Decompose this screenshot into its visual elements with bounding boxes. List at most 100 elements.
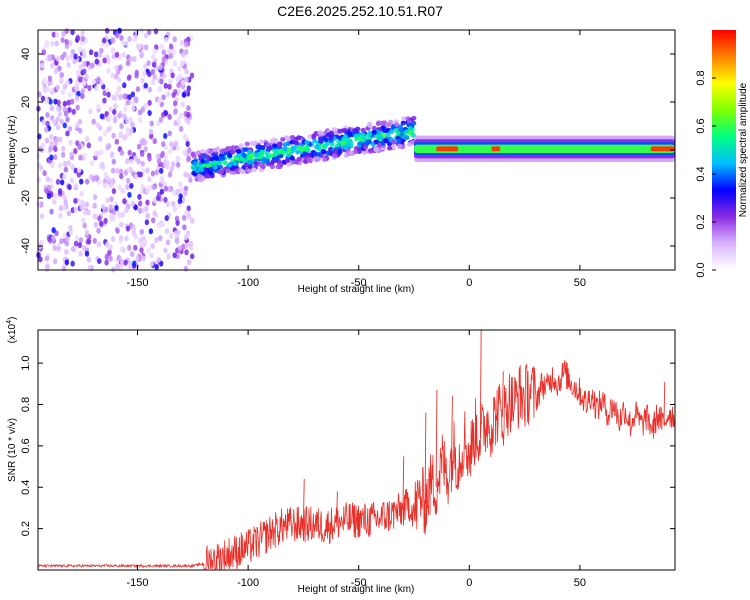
spectrogram-noise-blob <box>148 184 153 191</box>
spectrogram-noise-blob <box>66 61 71 68</box>
spectrogram-noise-blob <box>51 227 56 234</box>
spectrogram-noise-blob <box>110 37 115 44</box>
spectrogram-signal-blob <box>366 122 373 128</box>
spectrogram-noise-blob <box>116 85 122 92</box>
spectrogram-noise-blob <box>90 62 95 69</box>
spectrogram-noise-blob <box>80 29 85 36</box>
spectrogram-noise-blob <box>117 184 123 191</box>
spectrogram-steady-band <box>414 144 675 153</box>
spectrogram-noise-blob <box>51 31 57 38</box>
spectrogram-noise-blob <box>110 167 116 174</box>
spectrogram-noise-blob <box>160 178 165 185</box>
spectrogram-noise-blob <box>151 217 156 224</box>
spectrogram-noise-blob <box>176 188 181 195</box>
spectrogram-noise-blob <box>97 215 102 222</box>
spectrogram-signal-blob <box>337 149 343 155</box>
spectrogram-noise-blob <box>127 264 133 271</box>
spectrogram-signal-blob <box>238 143 244 149</box>
spectrogram-signal-blob <box>386 122 392 128</box>
spectrogram-noise-blob <box>56 124 61 131</box>
spectrogram-noise-blob <box>88 49 94 56</box>
spectrogram-signal-blob <box>212 147 218 153</box>
spectrogram-noise-blob <box>186 259 192 266</box>
spectrogram-noise-blob <box>57 188 63 195</box>
spectrogram-signal-blob <box>198 177 204 183</box>
spectrogram-noise-blob <box>156 256 162 263</box>
spectrogram-signal-blob <box>247 164 253 169</box>
spectrogram-noise-blob <box>39 201 44 208</box>
spectrogram-panel: -150 -100 -50 0 50 -40 -20 0 20 40 Height of str… <box>7 27 676 295</box>
spectrogram-noise-blob <box>59 238 64 245</box>
spectrogram-noise-blob <box>163 185 169 192</box>
spectrogram-noise-blob <box>62 83 68 90</box>
spectrogram-noise-blob <box>119 173 124 180</box>
spectrogram-noise-blob <box>66 160 72 167</box>
spectrogram-noise-blob <box>49 62 55 69</box>
spectrogram-noise-blob <box>104 259 109 266</box>
spectrogram-noise-blob <box>118 168 124 175</box>
spectrogram-noise-blob <box>180 187 185 194</box>
spectrogram-noise-blob <box>179 126 184 133</box>
spectrogram-x-tick-label: -100 <box>237 277 259 289</box>
spectrogram-noise-blob <box>184 68 189 75</box>
spectrogram-noise-blob <box>46 193 52 200</box>
spectrogram-noise-blob <box>102 57 107 64</box>
spectrogram-noise-blob <box>163 82 168 89</box>
spectrogram-noise-blob <box>112 117 118 124</box>
spectrogram-noise-blob <box>64 43 70 50</box>
snr-y-tick-label: 0.8 <box>20 397 32 412</box>
spectrogram-noise-blob <box>126 166 132 173</box>
spectrogram-noise-blob <box>183 190 188 197</box>
spectrogram-noise-blob <box>125 225 131 232</box>
spectrogram-noise-blob <box>119 35 124 42</box>
spectrogram-noise-blob <box>141 137 146 144</box>
spectrogram-signal-blob <box>289 139 295 145</box>
spectrogram-noise-blob <box>42 77 47 84</box>
spectrogram-noise-blob <box>48 177 54 184</box>
spectrogram-noise-blob <box>69 53 74 60</box>
spectrogram-signal-blob <box>384 128 390 134</box>
spectrogram-noise-blob <box>108 106 113 113</box>
spectrogram-noise-blob <box>36 176 42 183</box>
snr-y-tick-label: 0.2 <box>20 521 32 536</box>
spectrogram-noise-blob <box>55 55 61 62</box>
spectrogram-noise-blob <box>86 238 92 245</box>
spectrogram-noise-blob <box>173 120 178 127</box>
spectrogram-noise-blob <box>49 208 54 215</box>
spectrogram-noise-blob <box>176 82 181 89</box>
spectrogram-noise-blob <box>106 91 111 98</box>
spectrogram-noise-blob <box>137 109 143 116</box>
spectrogram-noise-blob <box>79 178 84 185</box>
spectrogram-noise-blob <box>118 235 124 242</box>
spectrogram-signal-blob <box>340 141 346 147</box>
spectrogram-signal-blob <box>409 139 416 145</box>
spectrogram-noise-blob <box>114 51 120 58</box>
spectrogram-noise-blob <box>167 171 173 178</box>
spectrogram-noise-blob <box>64 240 70 247</box>
spectrogram-noise-blob <box>40 142 45 149</box>
spectrogram-noise-blob <box>143 32 149 39</box>
spectrogram-noise-blob <box>171 161 176 168</box>
spectrogram-signal-blob <box>403 135 409 141</box>
spectrogram-noise-blob <box>140 184 146 191</box>
spectrogram-noise-blob <box>154 237 159 244</box>
spectrogram-noise-blob <box>67 106 72 113</box>
spectrogram-noise-blob <box>84 250 90 257</box>
spectrogram-noise-blob <box>144 219 150 226</box>
spectrogram-noise-blob <box>123 133 128 140</box>
spectrogram-noise-blob <box>117 212 122 219</box>
spectrogram-noise-blob <box>81 217 86 224</box>
spectrogram-noise-blob <box>176 116 181 123</box>
spectrogram-noise-blob <box>44 187 49 194</box>
spectrogram-noise-blob <box>122 198 127 205</box>
spectrogram-noise-blob <box>158 64 163 71</box>
spectrogram-noise-blob <box>181 51 186 58</box>
spectrogram-signal-blob <box>273 155 279 161</box>
spectrogram-signal-blob <box>398 127 404 133</box>
spectrogram-signal-blob <box>247 149 253 155</box>
spectrogram-signal-blob <box>302 151 308 157</box>
spectrogram-noise-blob <box>135 86 141 93</box>
spectrogram-noise-blob <box>149 133 154 140</box>
spectrogram-noise-blob <box>119 246 124 253</box>
